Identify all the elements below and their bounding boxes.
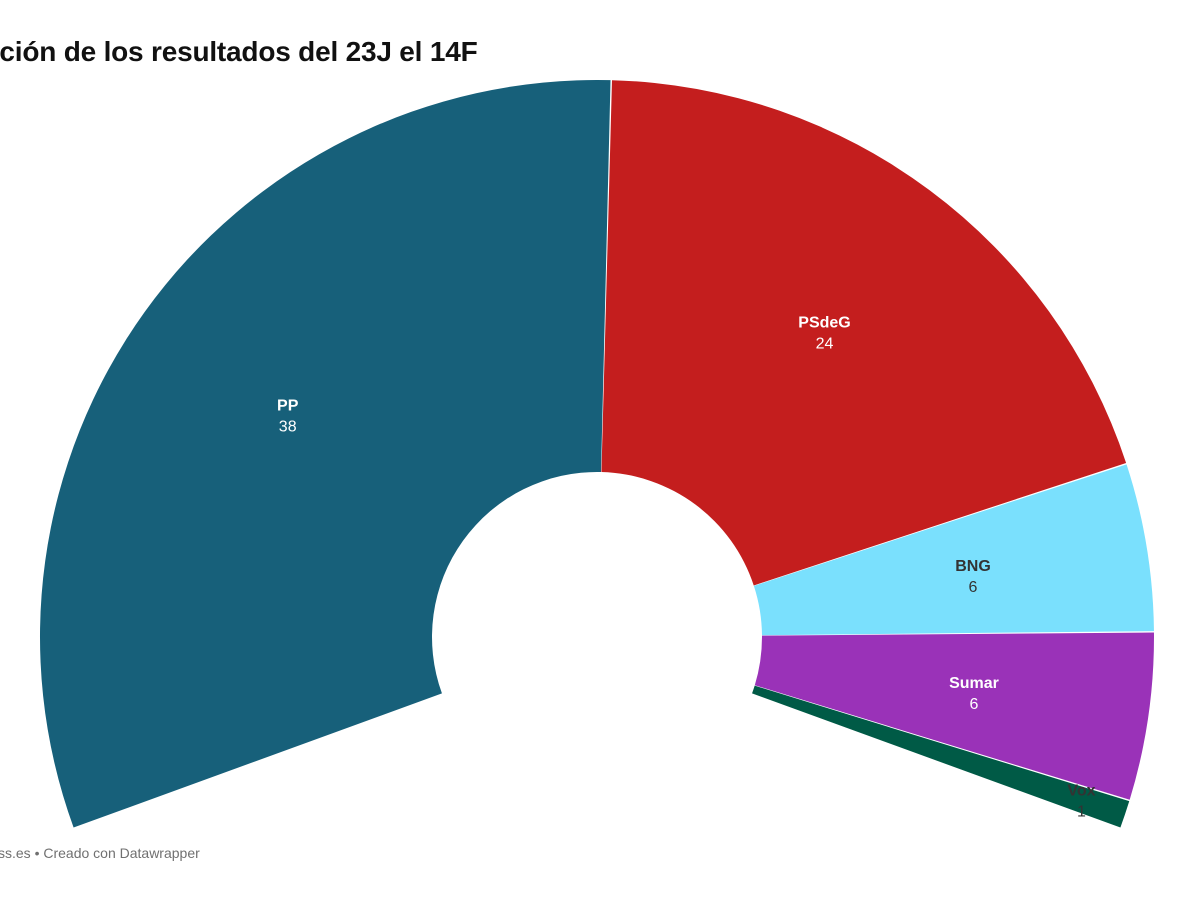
segment-psdeg: [601, 80, 1127, 586]
segment-value-psdeg: 24: [816, 335, 834, 352]
segment-label-bng: BNG: [955, 558, 991, 575]
segment-value-vox: 1: [1077, 803, 1086, 820]
segment-value-bng: 6: [969, 579, 978, 596]
segment-pp: [39, 79, 611, 828]
chart-title: ación de los resultados del 23J el 14F: [0, 36, 478, 67]
chart-segments: [39, 79, 1154, 828]
segment-value-sumar: 6: [970, 696, 979, 713]
segment-label-vox: Vox: [1067, 782, 1095, 799]
segment-label-sumar: Sumar: [949, 675, 999, 692]
segment-sumar: [754, 632, 1154, 800]
chart-footer: ss.es • Creado con Datawrapper: [0, 845, 200, 861]
segment-value-pp: 38: [279, 419, 297, 436]
segment-label-pp: PP: [277, 398, 299, 415]
chart-labels: PP 38 PSdeG 24 BNG 6 Sumar 6 Vox 1: [277, 314, 1096, 820]
segment-bng: [753, 464, 1154, 636]
segment-label-psdeg: PSdeG: [798, 314, 850, 331]
segment-vox: [752, 685, 1130, 828]
